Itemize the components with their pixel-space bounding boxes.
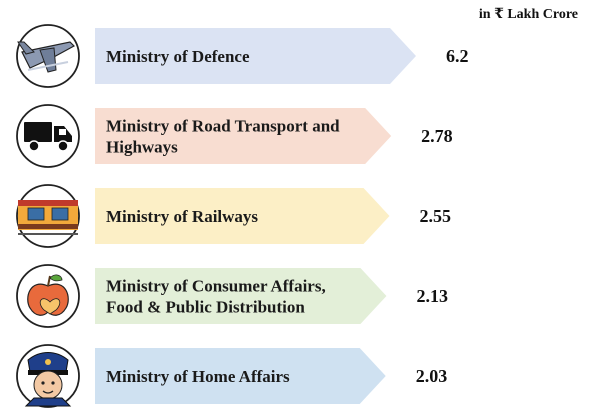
- bar-row: Ministry of Consumer Affairs, Food & Publ…: [16, 264, 448, 328]
- value-label: 6.2: [446, 46, 469, 66]
- train-icon: [16, 184, 80, 248]
- value-label: 2.13: [416, 286, 448, 306]
- category-label: Ministry of Home Affairs: [106, 367, 290, 386]
- category-label: Ministry of Road Transport and: [106, 117, 340, 136]
- truck-icon: [16, 104, 80, 168]
- bar: [95, 348, 386, 404]
- bar: [95, 188, 390, 244]
- bar-row: Ministry of Defence 6.2: [16, 24, 469, 88]
- value-label: 2.78: [421, 126, 453, 146]
- bar: [95, 28, 416, 84]
- bar: [95, 108, 392, 164]
- bar-row: Ministry of Home Affairs 2.03: [16, 344, 448, 408]
- category-label: Ministry of Railways: [106, 207, 258, 226]
- police-officer-icon: [16, 344, 80, 408]
- value-label: 2.03: [416, 366, 448, 386]
- bar: [95, 268, 387, 324]
- unit-label: in ₹ Lakh Crore: [478, 7, 578, 22]
- category-label: Ministry of Consumer Affairs,: [106, 277, 326, 296]
- bar-row: Ministry of Road Transport and Highways 2.…: [16, 104, 453, 168]
- category-label: Food & Public Distribution: [106, 298, 305, 317]
- aircraft-icon: [16, 24, 80, 88]
- category-label: Highways: [106, 138, 178, 157]
- bar-row: Ministry of Railways 2.55: [16, 184, 452, 248]
- chart-rows: Ministry of Defence 6.2 Ministry of Road T…: [16, 24, 469, 408]
- value-label: 2.55: [420, 206, 452, 226]
- apple-icon: [16, 264, 80, 328]
- category-label: Ministry of Defence: [106, 47, 250, 66]
